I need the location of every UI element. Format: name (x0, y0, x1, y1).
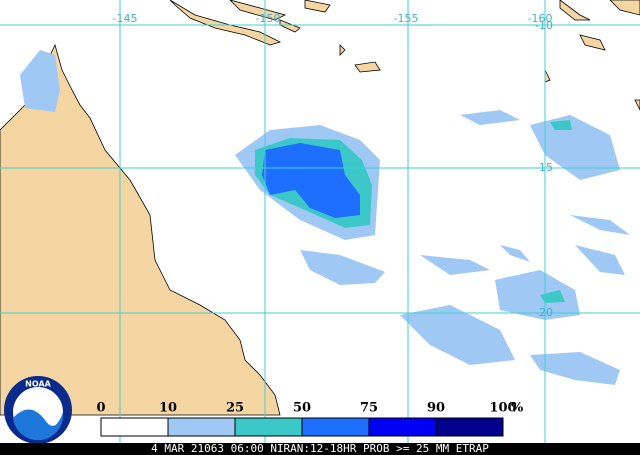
legend-label: 25 (226, 401, 244, 416)
logo-text: NOAA (25, 380, 51, 389)
lon-label: -155 (394, 12, 419, 25)
legend-swatch (234, 417, 303, 437)
legend-label: 50 (293, 401, 311, 416)
graticule (0, 0, 640, 443)
precip-blue (262, 143, 360, 218)
logo-wave (13, 409, 64, 441)
legend-swatch (368, 417, 437, 437)
lat-label: -20 (535, 306, 553, 319)
lat-label: -15 (535, 161, 553, 174)
legend: 0 10 25 50 75 90 100% (96, 401, 524, 437)
lat-label: -10 (535, 19, 553, 32)
legend-unit: % (511, 401, 524, 416)
legend-label: 90 (427, 401, 445, 416)
legend-swatch (435, 417, 504, 437)
legend-swatch (301, 417, 370, 437)
lon-label: -160 (528, 12, 553, 25)
legend-label: 0 (96, 401, 105, 416)
footer-text: 4 MAR 21063 06:00 NIRAN:12-18HR PROB >= … (151, 442, 489, 455)
legend-label: 10 (159, 401, 177, 416)
legend-swatch (100, 417, 169, 437)
legend-swatch (167, 417, 236, 437)
noaa-logo: NOAA (4, 376, 72, 444)
legend-label: 100 (489, 401, 516, 416)
legend-label: 75 (360, 401, 378, 416)
islands (279, 0, 640, 111)
footer-bar (0, 443, 640, 455)
new-guinea (169, 0, 287, 46)
lon-label: -145 (113, 12, 138, 25)
lon-label: -150 (256, 12, 281, 25)
